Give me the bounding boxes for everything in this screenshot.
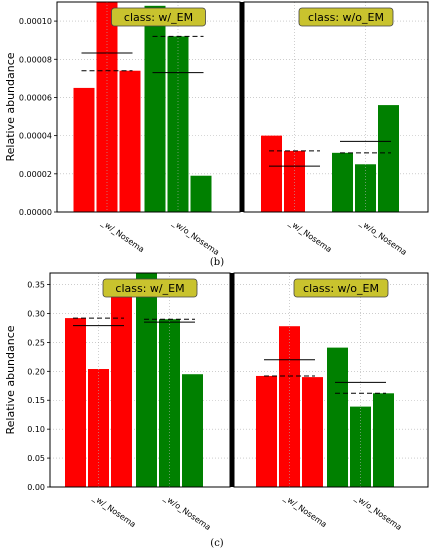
figure-caption: (c)	[210, 538, 224, 549]
panel-separator	[229, 273, 235, 487]
bar	[350, 406, 371, 487]
bar	[159, 319, 180, 487]
group-tick-label: _w/_Nosema	[91, 493, 138, 530]
panel-separator	[239, 2, 245, 212]
y-tick-label: 0.00	[27, 483, 45, 492]
group-tick-label: _w/o_Nosema	[162, 493, 213, 532]
y-axis-label: Relative abundance	[4, 52, 17, 161]
chart-c: _w/_Nosema _w/o_Nosema class: w/_EM _w/_Nos…	[4, 272, 429, 549]
bar	[332, 152, 353, 212]
bar	[73, 87, 95, 212]
class-label-box	[298, 7, 394, 27]
class-label-box	[293, 278, 389, 298]
y-tick-label: 0.10	[27, 425, 45, 434]
bar	[373, 393, 394, 487]
group-tick-label: _w/_Nosema	[287, 218, 334, 255]
class-label-box	[111, 7, 206, 27]
group-tick-label: _w/o_Nosema	[353, 493, 404, 532]
group-tick-label: _w/o_Nosema	[170, 218, 221, 257]
y-tick-label: 0.00006	[19, 93, 52, 102]
y-tick-label: 0.30	[27, 309, 45, 318]
y-tick-label: 0.00000	[19, 208, 52, 217]
group-tick-label: _w/_Nosema	[99, 218, 146, 255]
bar	[256, 375, 277, 487]
y-tick-label: 0.00004	[19, 132, 52, 141]
bar	[88, 369, 109, 487]
bar	[182, 374, 203, 487]
bar	[167, 36, 189, 213]
class-label: class: w/o_EM	[303, 282, 379, 295]
bar	[144, 5, 166, 213]
class-label-box	[102, 278, 198, 298]
y-tick-label: 0.15	[27, 396, 45, 405]
figure-caption: (b)	[210, 257, 224, 268]
class-label: class: w/o_EM	[308, 11, 384, 24]
bar	[284, 150, 305, 212]
y-axis-label: Relative abundance	[4, 325, 17, 434]
y-tick-label: 0.25	[27, 338, 45, 347]
bar	[378, 105, 399, 212]
y-tick-label: 0.05	[27, 454, 45, 463]
bar	[327, 347, 348, 487]
bar	[136, 273, 157, 487]
y-tick-label: 0.35	[27, 281, 45, 290]
y-tick-label: 0.00002	[19, 170, 52, 179]
bar	[190, 175, 212, 212]
bar	[261, 135, 282, 212]
y-tick-label: 0.20	[27, 367, 45, 376]
bar	[119, 70, 141, 213]
class-label: class: w/_EM	[124, 11, 193, 24]
bar	[111, 290, 132, 487]
y-tick-label: 0.00008	[19, 55, 52, 64]
group-tick-label: _w/o_Nosema	[358, 218, 409, 257]
bar	[302, 377, 323, 487]
class-label: class: w/_EM	[115, 282, 184, 295]
bar	[279, 326, 300, 487]
group-tick-label: _w/_Nosema	[282, 493, 329, 530]
chart-b: _w/_Nosema _w/o_Nosema class: w/_EM _w/_Nos…	[4, 1, 429, 268]
bar	[65, 318, 86, 487]
y-tick-label: 0.00010	[19, 17, 52, 26]
